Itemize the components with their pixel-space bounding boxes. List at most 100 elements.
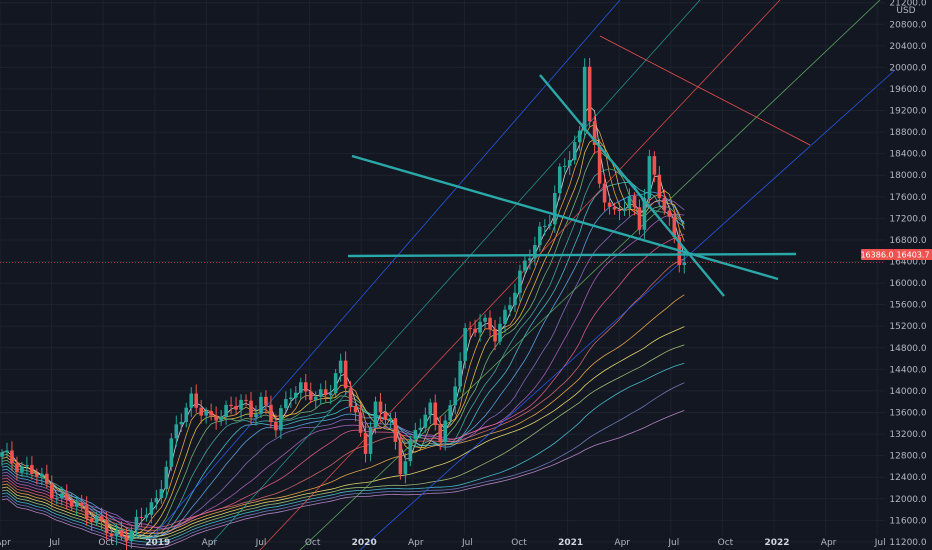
candle-body <box>513 292 517 306</box>
candle-body <box>318 389 323 397</box>
trend-line <box>347 252 797 258</box>
fan-line <box>299 0 881 550</box>
fan-lines <box>149 0 896 550</box>
x-tick-label: 2022 <box>764 538 789 548</box>
price-axis[interactable]: 11200.0 11600.0 12000.0 12400.0 12800.0 13200… <box>889 0 926 548</box>
candle-body <box>443 420 448 443</box>
ma-line <box>1 234 685 528</box>
candle-body <box>637 207 642 230</box>
ma-line <box>1 191 685 537</box>
candle-body <box>572 142 577 161</box>
candle-body <box>592 121 597 145</box>
ma-line <box>1 138 685 540</box>
x-tick-label: Apr <box>0 538 11 548</box>
candle-body <box>64 493 69 501</box>
candle-body <box>204 411 208 416</box>
grid <box>0 0 885 543</box>
candle-body <box>284 399 288 409</box>
candle-body <box>15 463 19 473</box>
candle-body <box>303 382 308 392</box>
candle-body <box>119 530 124 537</box>
y-tick-label: 15600.0 <box>889 301 926 311</box>
candle-body <box>622 208 627 211</box>
candle-body <box>543 225 547 227</box>
candle-body <box>50 483 54 499</box>
candle-body <box>189 393 194 408</box>
y-tick-label: 15200.0 <box>889 322 926 332</box>
y-tick-label: 13200.0 <box>889 430 926 440</box>
candle-body <box>418 427 423 430</box>
candle-body <box>249 400 253 418</box>
candle-body <box>114 530 119 537</box>
candle-body <box>289 397 293 400</box>
candle-body <box>587 66 592 122</box>
candle-body <box>378 401 383 413</box>
candle-body <box>503 309 507 324</box>
ma-line <box>1 181 685 539</box>
ma-line <box>1 382 685 546</box>
candle-body <box>45 473 49 484</box>
candle-body <box>159 489 164 498</box>
y-tick-label: 19600.0 <box>889 85 926 95</box>
candle-body <box>393 418 398 442</box>
candle-body <box>74 502 79 507</box>
candle-body <box>124 536 129 542</box>
candle-body <box>557 166 562 193</box>
candle-body <box>338 360 343 374</box>
y-tick-label: 20000.0 <box>889 63 926 73</box>
y-tick-label: 14800.0 <box>889 344 926 354</box>
candle-body <box>597 144 602 184</box>
candle-body <box>35 473 39 477</box>
y-tick-label: 21200.0 <box>889 0 926 9</box>
ma-line <box>1 213 685 529</box>
candle-body <box>657 174 662 199</box>
candle-body <box>239 399 243 410</box>
candle-body <box>468 327 472 329</box>
candle-body <box>408 439 413 462</box>
candle-body <box>358 412 363 433</box>
currency-label: USD <box>896 6 915 16</box>
candle-body <box>538 226 542 246</box>
candle-body <box>264 396 268 405</box>
x-tick-label: 2019 <box>145 538 170 548</box>
candle-body <box>169 438 174 467</box>
candle-body <box>224 404 228 417</box>
candle-body <box>30 465 34 474</box>
candle-body <box>234 406 238 410</box>
candle-body <box>478 321 482 333</box>
y-tick-label: 18400.0 <box>889 150 926 160</box>
candle-body <box>40 473 44 477</box>
candle-body <box>0 452 4 457</box>
candle-body <box>428 402 433 415</box>
fan-line <box>599 35 811 146</box>
time-axis[interactable]: Apr Jul Oct 2019 Apr Jul Oct 2020 Apr Jul Oct 2021 A… <box>0 538 886 548</box>
candle-body <box>294 392 298 398</box>
candle-body <box>269 404 273 422</box>
candle-body <box>498 323 502 342</box>
candle-body <box>54 498 59 500</box>
candle-body <box>458 360 462 387</box>
candle-body <box>5 450 9 453</box>
candle-body <box>582 66 587 131</box>
y-tick-label: 16400.0 <box>889 258 926 268</box>
fan-line <box>359 69 896 550</box>
fan-line <box>209 0 701 546</box>
candle-body <box>104 520 109 534</box>
x-tick-label: Apr <box>202 538 218 548</box>
candle-body <box>194 393 199 408</box>
y-tick-label: 19200.0 <box>889 107 926 117</box>
candle-body <box>299 382 303 393</box>
candle-body <box>219 416 223 421</box>
candle-body <box>109 533 114 537</box>
candle-body <box>373 401 378 428</box>
candle-body <box>313 396 318 400</box>
candle-body <box>438 425 443 443</box>
candle-body <box>20 466 24 473</box>
candle-body <box>348 388 353 407</box>
candle-body <box>214 415 218 421</box>
x-tick-label: Jul <box>667 538 679 548</box>
candle-body <box>279 408 283 431</box>
candle-body <box>493 329 497 342</box>
candle-body <box>99 516 104 521</box>
